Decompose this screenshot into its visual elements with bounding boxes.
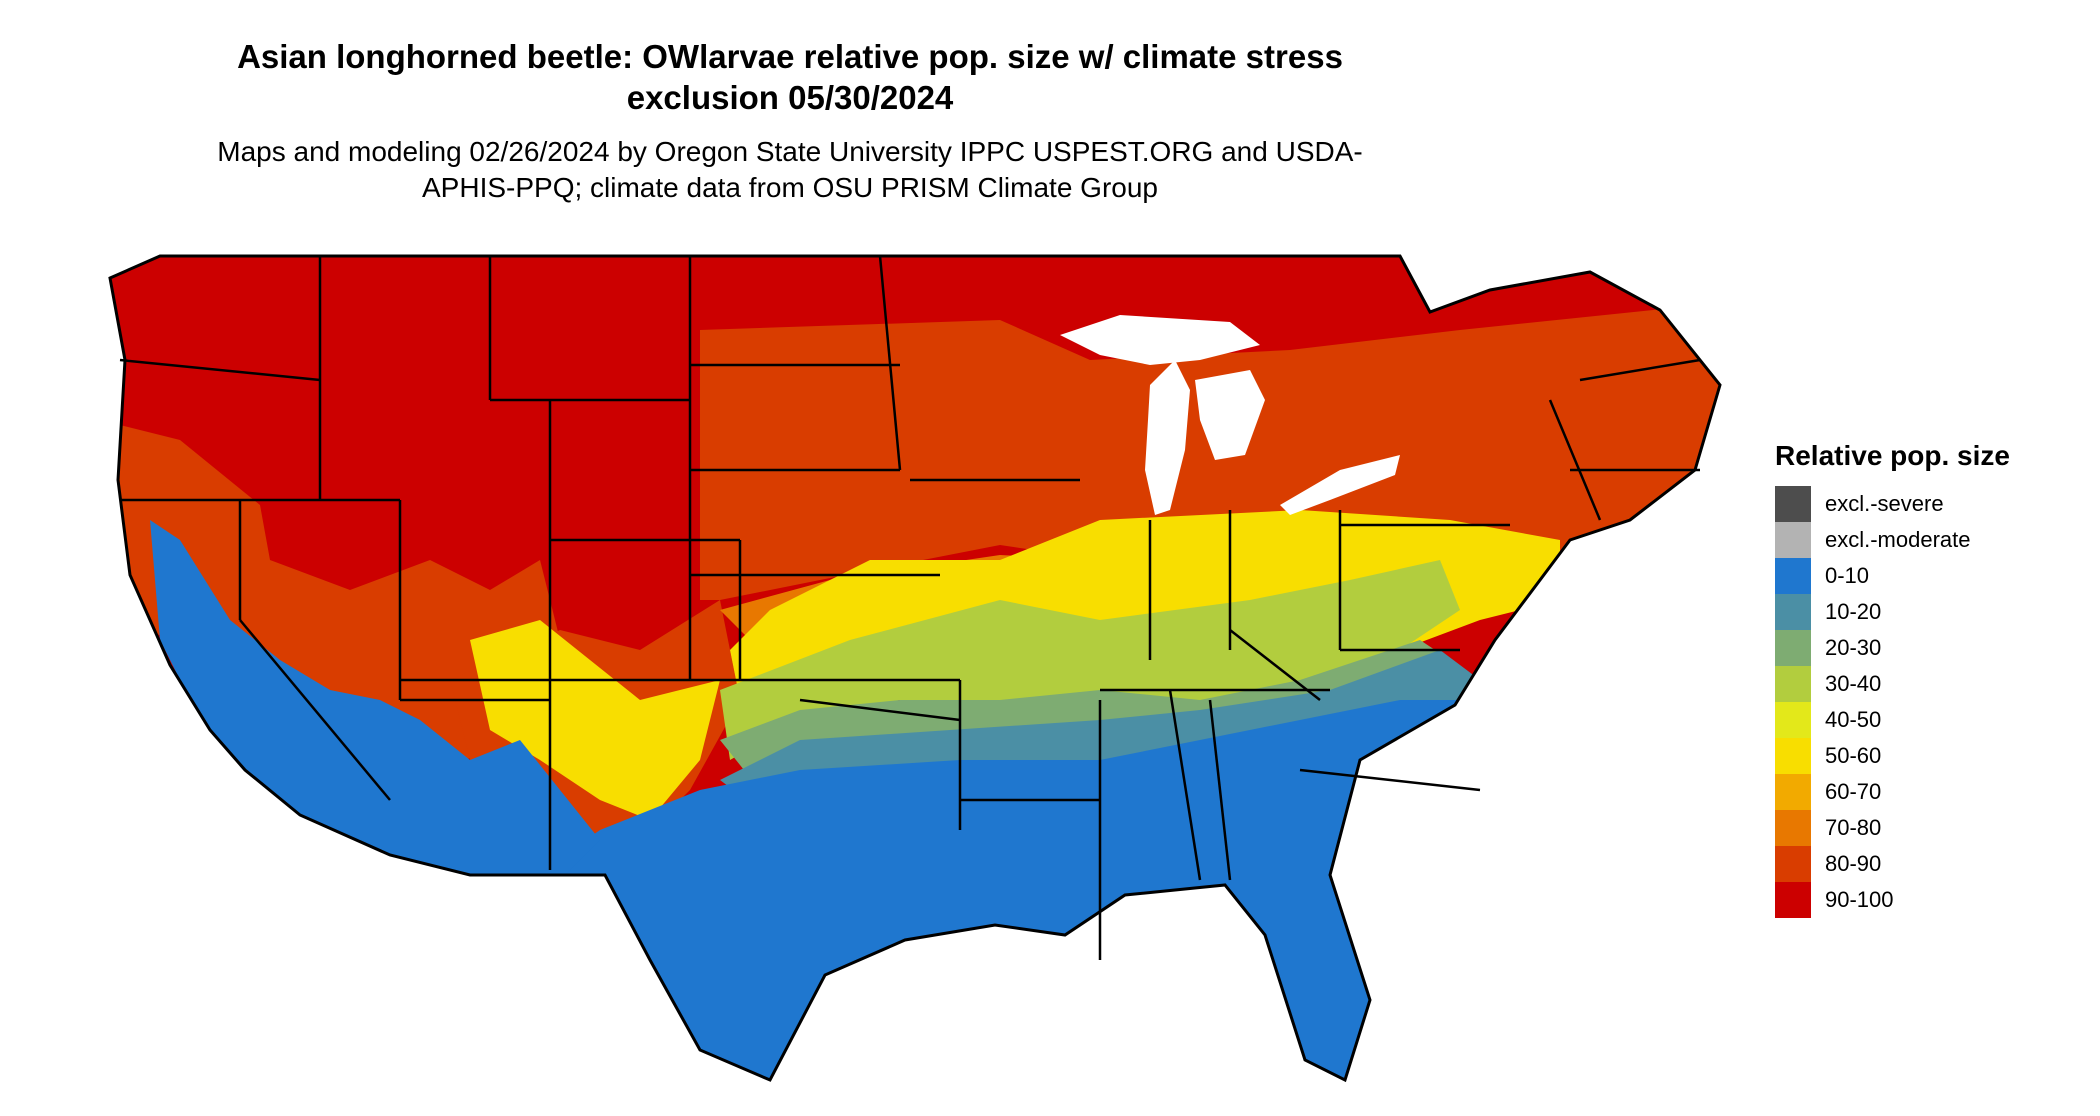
legend-item: excl.-severe — [1775, 486, 2010, 522]
legend-item: 50-60 — [1775, 738, 2010, 774]
legend-swatch — [1775, 558, 1811, 594]
legend-label: 80-90 — [1825, 851, 1882, 876]
legend-item: 60-70 — [1775, 774, 2010, 810]
zone-50-60-west — [470, 620, 720, 820]
legend-label: 70-80 — [1825, 815, 1882, 840]
lake-huron — [1195, 370, 1265, 460]
legend-swatch — [1775, 738, 1811, 774]
legend-title: Relative pop. size — [1775, 440, 2010, 471]
title-block: Asian longhorned beetle: OWlarvae relati… — [0, 36, 1580, 206]
legend-label: 60-70 — [1825, 779, 1882, 804]
lake-erie — [1280, 455, 1400, 515]
legend-item: 80-90 — [1775, 846, 2010, 882]
legend-item: excl.-moderate — [1775, 522, 2010, 558]
legend-label: 0-10 — [1825, 563, 1870, 588]
legend-swatch — [1775, 594, 1811, 630]
legend-label: 40-50 — [1825, 707, 1882, 732]
legend-swatch — [1775, 702, 1811, 738]
legend-item: 70-80 — [1775, 810, 2010, 846]
legend-swatch — [1775, 810, 1811, 846]
legend-swatch — [1775, 630, 1811, 666]
legend-label: 30-40 — [1825, 671, 1882, 696]
legend-label: 90-100 — [1825, 887, 1894, 912]
legend-label: 20-30 — [1825, 635, 1882, 660]
legend-item: 0-10 — [1775, 558, 2010, 594]
legend-swatch — [1775, 774, 1811, 810]
legend-item: 20-30 — [1775, 630, 2010, 666]
zone-30-40 — [720, 560, 1460, 760]
legend-item: 90-100 — [1775, 882, 2010, 918]
legend-item: 40-50 — [1775, 702, 2010, 738]
legend-item: 30-40 — [1775, 666, 2010, 702]
legend-label: excl.-moderate — [1825, 527, 1971, 552]
legend-label: 10-20 — [1825, 599, 1882, 624]
legend-label: excl.-severe — [1825, 491, 1944, 516]
legend-swatch — [1775, 846, 1811, 882]
lake-superior — [1060, 315, 1260, 365]
legend-swatch — [1775, 486, 1811, 522]
state-borders — [119, 255, 1701, 960]
us-outline — [108, 254, 1722, 1083]
legend-swatch — [1775, 666, 1811, 702]
legend-label: 50-60 — [1825, 743, 1882, 768]
legend-swatch — [1775, 882, 1811, 918]
lake-michigan — [1145, 360, 1190, 515]
map-subtitle: Maps and modeling 02/26/2024 by Oregon S… — [217, 136, 1363, 203]
legend-item: 10-20 — [1775, 594, 2010, 630]
legend-swatch — [1775, 522, 1811, 558]
legend-items: excl.-severe excl.-moderate 0-10 10-20 20-30… — [1775, 486, 2010, 918]
map-title: Asian longhorned beetle: OWlarvae relati… — [237, 38, 1343, 116]
map-fill — [110, 256, 1720, 1080]
legend: Relative pop. size excl.-severe excl.-mod… — [1775, 440, 2010, 918]
